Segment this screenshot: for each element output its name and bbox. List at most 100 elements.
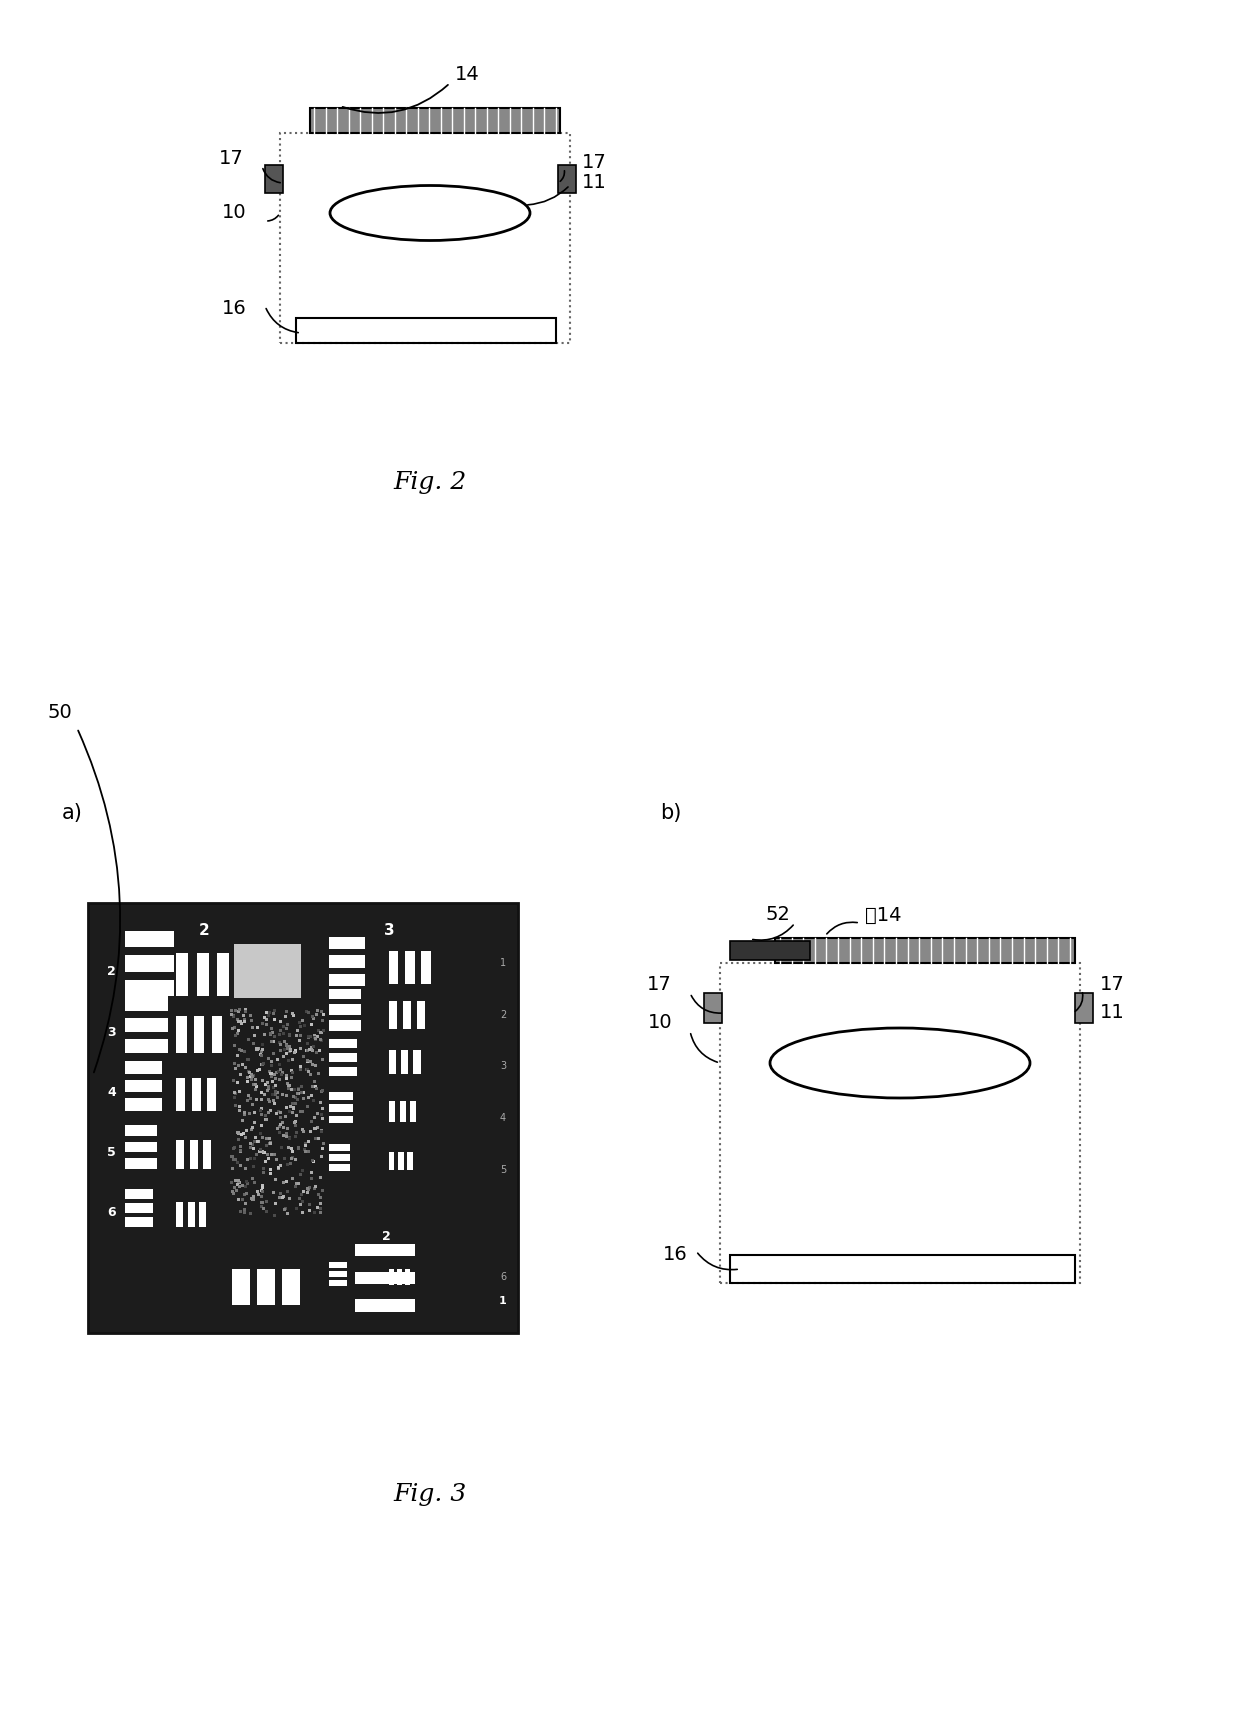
Bar	[270, 1060, 273, 1063]
Bar	[316, 1125, 319, 1129]
Bar	[294, 1185, 298, 1189]
Text: Fig. 2: Fig. 2	[393, 472, 466, 495]
Bar	[281, 1268, 300, 1304]
Bar	[124, 1158, 157, 1168]
Bar	[310, 1172, 314, 1175]
Bar	[286, 1127, 289, 1130]
Bar	[310, 1023, 312, 1027]
Bar	[288, 1058, 290, 1061]
Bar	[322, 1029, 325, 1032]
Bar	[285, 1010, 288, 1013]
Bar	[298, 1087, 300, 1091]
Bar	[124, 980, 174, 996]
Bar	[250, 1103, 254, 1106]
Bar	[329, 1005, 361, 1015]
Bar	[176, 1017, 187, 1053]
Bar	[267, 1158, 269, 1160]
Text: 16: 16	[663, 1246, 688, 1265]
Text: 17: 17	[647, 975, 672, 994]
Bar	[398, 1151, 403, 1170]
Bar	[280, 1072, 284, 1073]
Bar	[306, 1151, 310, 1153]
Bar	[257, 1268, 275, 1304]
Bar	[252, 1194, 255, 1197]
Bar	[289, 1049, 291, 1051]
Bar	[236, 1184, 238, 1187]
Bar	[270, 1065, 274, 1067]
Bar	[248, 1070, 252, 1073]
Bar	[290, 1058, 294, 1061]
Bar	[231, 1027, 234, 1030]
Bar	[311, 1015, 315, 1018]
Bar	[305, 1187, 309, 1191]
Bar	[273, 1010, 275, 1013]
Bar	[283, 1208, 285, 1211]
Bar	[304, 1142, 306, 1144]
Bar	[232, 1192, 236, 1194]
Bar	[269, 1072, 273, 1075]
Bar	[300, 1085, 304, 1087]
Bar	[264, 1160, 268, 1163]
Bar	[355, 1244, 415, 1256]
Bar	[278, 1032, 280, 1036]
Bar	[275, 1058, 279, 1061]
Bar	[249, 1146, 253, 1149]
Bar	[278, 1196, 281, 1199]
Bar	[192, 1079, 201, 1111]
Bar	[321, 1148, 325, 1151]
Bar	[246, 1158, 249, 1161]
Bar	[239, 1149, 243, 1153]
Bar	[280, 1196, 284, 1199]
Bar	[279, 1192, 283, 1194]
Bar	[305, 1010, 308, 1013]
Bar	[286, 1146, 290, 1149]
Bar	[243, 1010, 247, 1013]
Bar	[289, 1104, 293, 1108]
Bar	[407, 1151, 413, 1170]
Bar	[254, 1087, 257, 1091]
Text: 52: 52	[765, 906, 790, 925]
Bar	[278, 1041, 280, 1044]
Bar	[295, 1130, 298, 1134]
Bar	[309, 1036, 311, 1037]
Bar	[410, 1101, 417, 1122]
Bar	[274, 1094, 278, 1096]
Bar	[329, 1165, 350, 1172]
Bar	[299, 1048, 303, 1051]
Bar	[329, 989, 361, 999]
Bar	[284, 1115, 288, 1118]
Bar	[241, 1063, 244, 1067]
Bar	[272, 1080, 274, 1084]
Bar	[290, 1158, 294, 1161]
Bar	[238, 1008, 241, 1011]
Bar	[267, 1098, 270, 1101]
Text: 10: 10	[222, 203, 247, 222]
Bar	[259, 1053, 262, 1056]
Bar	[299, 1110, 303, 1113]
Bar	[303, 1091, 305, 1094]
Bar	[316, 1072, 320, 1075]
Bar	[312, 1017, 315, 1020]
Bar	[267, 1153, 269, 1156]
Bar	[283, 1158, 286, 1160]
Bar	[238, 1089, 242, 1092]
Bar	[329, 956, 366, 968]
Bar	[243, 1192, 247, 1196]
Bar	[294, 1103, 298, 1104]
Bar	[321, 1089, 324, 1092]
Bar	[234, 1092, 237, 1096]
Bar	[272, 1191, 274, 1194]
Bar	[264, 1113, 267, 1117]
Bar	[237, 1029, 241, 1032]
Bar	[306, 1104, 309, 1108]
Bar	[246, 1180, 248, 1184]
Bar	[274, 1203, 277, 1204]
Bar	[320, 1156, 322, 1158]
Bar	[305, 1042, 309, 1046]
Bar	[308, 1189, 310, 1191]
Bar	[285, 1135, 288, 1139]
Bar	[296, 1092, 299, 1096]
Text: 11: 11	[1100, 1003, 1125, 1022]
Bar	[306, 1060, 309, 1063]
Bar	[264, 1118, 267, 1122]
